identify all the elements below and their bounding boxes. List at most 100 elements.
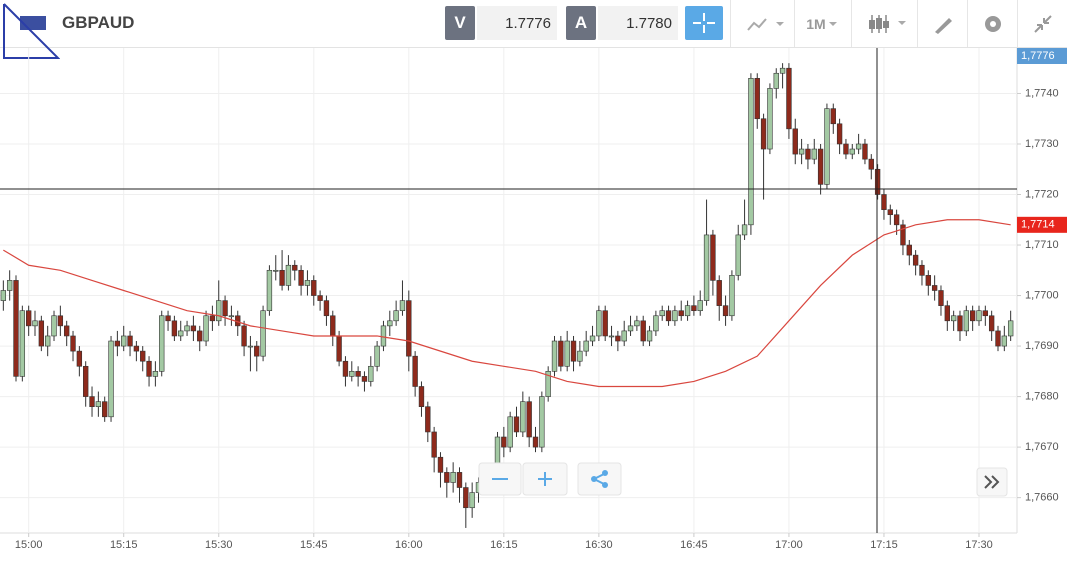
candle-body <box>710 234 716 281</box>
candle-body <box>399 300 406 312</box>
candle-body <box>387 320 393 327</box>
symbol: GBPAUD <box>62 13 135 32</box>
candle-body <box>152 371 159 377</box>
candle-body <box>368 365 374 382</box>
candle-body <box>976 310 982 322</box>
dot <box>602 482 608 488</box>
candle-body <box>260 310 266 357</box>
dot <box>591 476 597 482</box>
candle-body <box>722 305 729 317</box>
candle-body <box>938 290 944 306</box>
candle-body <box>197 330 203 342</box>
candle-body <box>577 350 583 362</box>
chart: 1,7660 1,7670 1,7680 1,7690 1,7700 1,7710 1,77… <box>0 48 1067 551</box>
candle-body <box>121 335 127 347</box>
candle-body <box>1001 335 1008 347</box>
candle-body <box>330 315 336 337</box>
candle-body <box>729 275 735 317</box>
bid-label: V <box>445 6 475 40</box>
y-tick-label: 1,7710 <box>1025 239 1059 251</box>
ask-price[interactable]: 1.7780 <box>598 6 678 40</box>
candle-body <box>6 280 13 291</box>
interval-button[interactable]: 1M <box>794 0 851 47</box>
candle-body <box>703 234 710 301</box>
draw-button[interactable] <box>917 0 967 47</box>
candle-body <box>608 335 615 338</box>
candle-body <box>520 401 526 433</box>
zoom-controls <box>478 462 1008 497</box>
candle-body <box>355 371 361 377</box>
candle-body <box>963 310 969 332</box>
candle-body <box>203 315 209 342</box>
candle-body <box>450 472 456 483</box>
candle-body <box>665 310 672 322</box>
candle-body <box>45 335 51 347</box>
icon <box>1033 14 1052 33</box>
candle-body <box>273 269 279 272</box>
interval: 1M <box>806 15 826 32</box>
candle-body <box>463 487 469 509</box>
candle-body <box>824 108 830 185</box>
candle-type-button[interactable] <box>851 0 917 47</box>
candle-body <box>311 280 317 296</box>
plus-icon <box>538 472 552 486</box>
candle-body <box>950 315 957 322</box>
candle-body <box>108 340 114 418</box>
candle-body <box>773 72 779 89</box>
candle-body <box>596 310 602 337</box>
candle-body <box>640 320 646 342</box>
y-tick-label: 1,7700 <box>1025 289 1059 301</box>
icon <box>984 15 1001 32</box>
candle-body <box>615 335 621 342</box>
candle-body <box>678 310 684 317</box>
candle-body <box>32 320 38 327</box>
y-tick-label: 1,7660 <box>1025 492 1059 504</box>
candle-body <box>431 431 437 458</box>
collapse-button[interactable] <box>1017 0 1067 47</box>
settings-button[interactable] <box>967 0 1017 47</box>
icon <box>868 14 906 33</box>
candle-body <box>102 401 108 418</box>
candle-body <box>893 214 900 226</box>
candle-body <box>323 300 330 317</box>
share[interactable] <box>577 462 622 496</box>
crosshair-button[interactable] <box>685 6 723 40</box>
candle-body <box>558 340 564 367</box>
dot <box>602 470 608 476</box>
candle-body <box>425 406 431 433</box>
chart-type-button[interactable] <box>730 0 794 47</box>
y-tick-label: 1,7740 <box>1025 87 1059 99</box>
candle-body <box>89 396 95 407</box>
candle-body <box>754 78 760 120</box>
candle-body <box>254 345 260 357</box>
candle-body <box>209 315 216 322</box>
x-tick-label: 16:00 <box>395 539 423 551</box>
candle-body <box>817 148 824 185</box>
bid-price[interactable]: 1.7776 <box>477 6 557 40</box>
candle-body <box>779 67 786 74</box>
candle-body <box>532 436 539 448</box>
candle-body <box>862 143 868 160</box>
candle-body <box>646 330 653 342</box>
x-tick-label: 17:00 <box>775 539 803 551</box>
triangle <box>3 3 60 59</box>
candle-body <box>349 371 355 377</box>
candle-body <box>501 436 507 448</box>
candle-body <box>767 88 773 150</box>
y-tick-label: 1,7730 <box>1025 138 1059 150</box>
candle-body <box>792 128 798 155</box>
candle-body <box>133 345 140 352</box>
moving-average <box>3 219 1011 388</box>
candle-body <box>64 325 70 337</box>
candle-body <box>76 350 83 367</box>
candle-body <box>881 194 887 210</box>
candle-body <box>241 325 247 347</box>
x-tick-label: 16:45 <box>680 539 708 551</box>
candle-body <box>906 244 912 256</box>
price-tag-label: 1,7776 <box>1021 50 1055 62</box>
candle-body <box>798 148 805 155</box>
candle-body <box>919 264 925 276</box>
candle-body <box>292 264 298 271</box>
candle-body <box>171 320 178 337</box>
